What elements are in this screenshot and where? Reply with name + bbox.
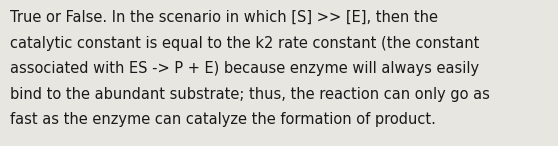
Text: associated with ES -> P + E) because enzyme will always easily: associated with ES -> P + E) because enz…	[10, 61, 479, 76]
Text: True or False. In the scenario in which [S] >> [E], then the: True or False. In the scenario in which …	[10, 10, 438, 25]
Text: catalytic constant is equal to the k2 rate constant (the constant: catalytic constant is equal to the k2 ra…	[10, 36, 479, 51]
Text: fast as the enzyme can catalyze the formation of product.: fast as the enzyme can catalyze the form…	[10, 112, 436, 127]
Text: bind to the abundant substrate; thus, the reaction can only go as: bind to the abundant substrate; thus, th…	[10, 87, 490, 102]
